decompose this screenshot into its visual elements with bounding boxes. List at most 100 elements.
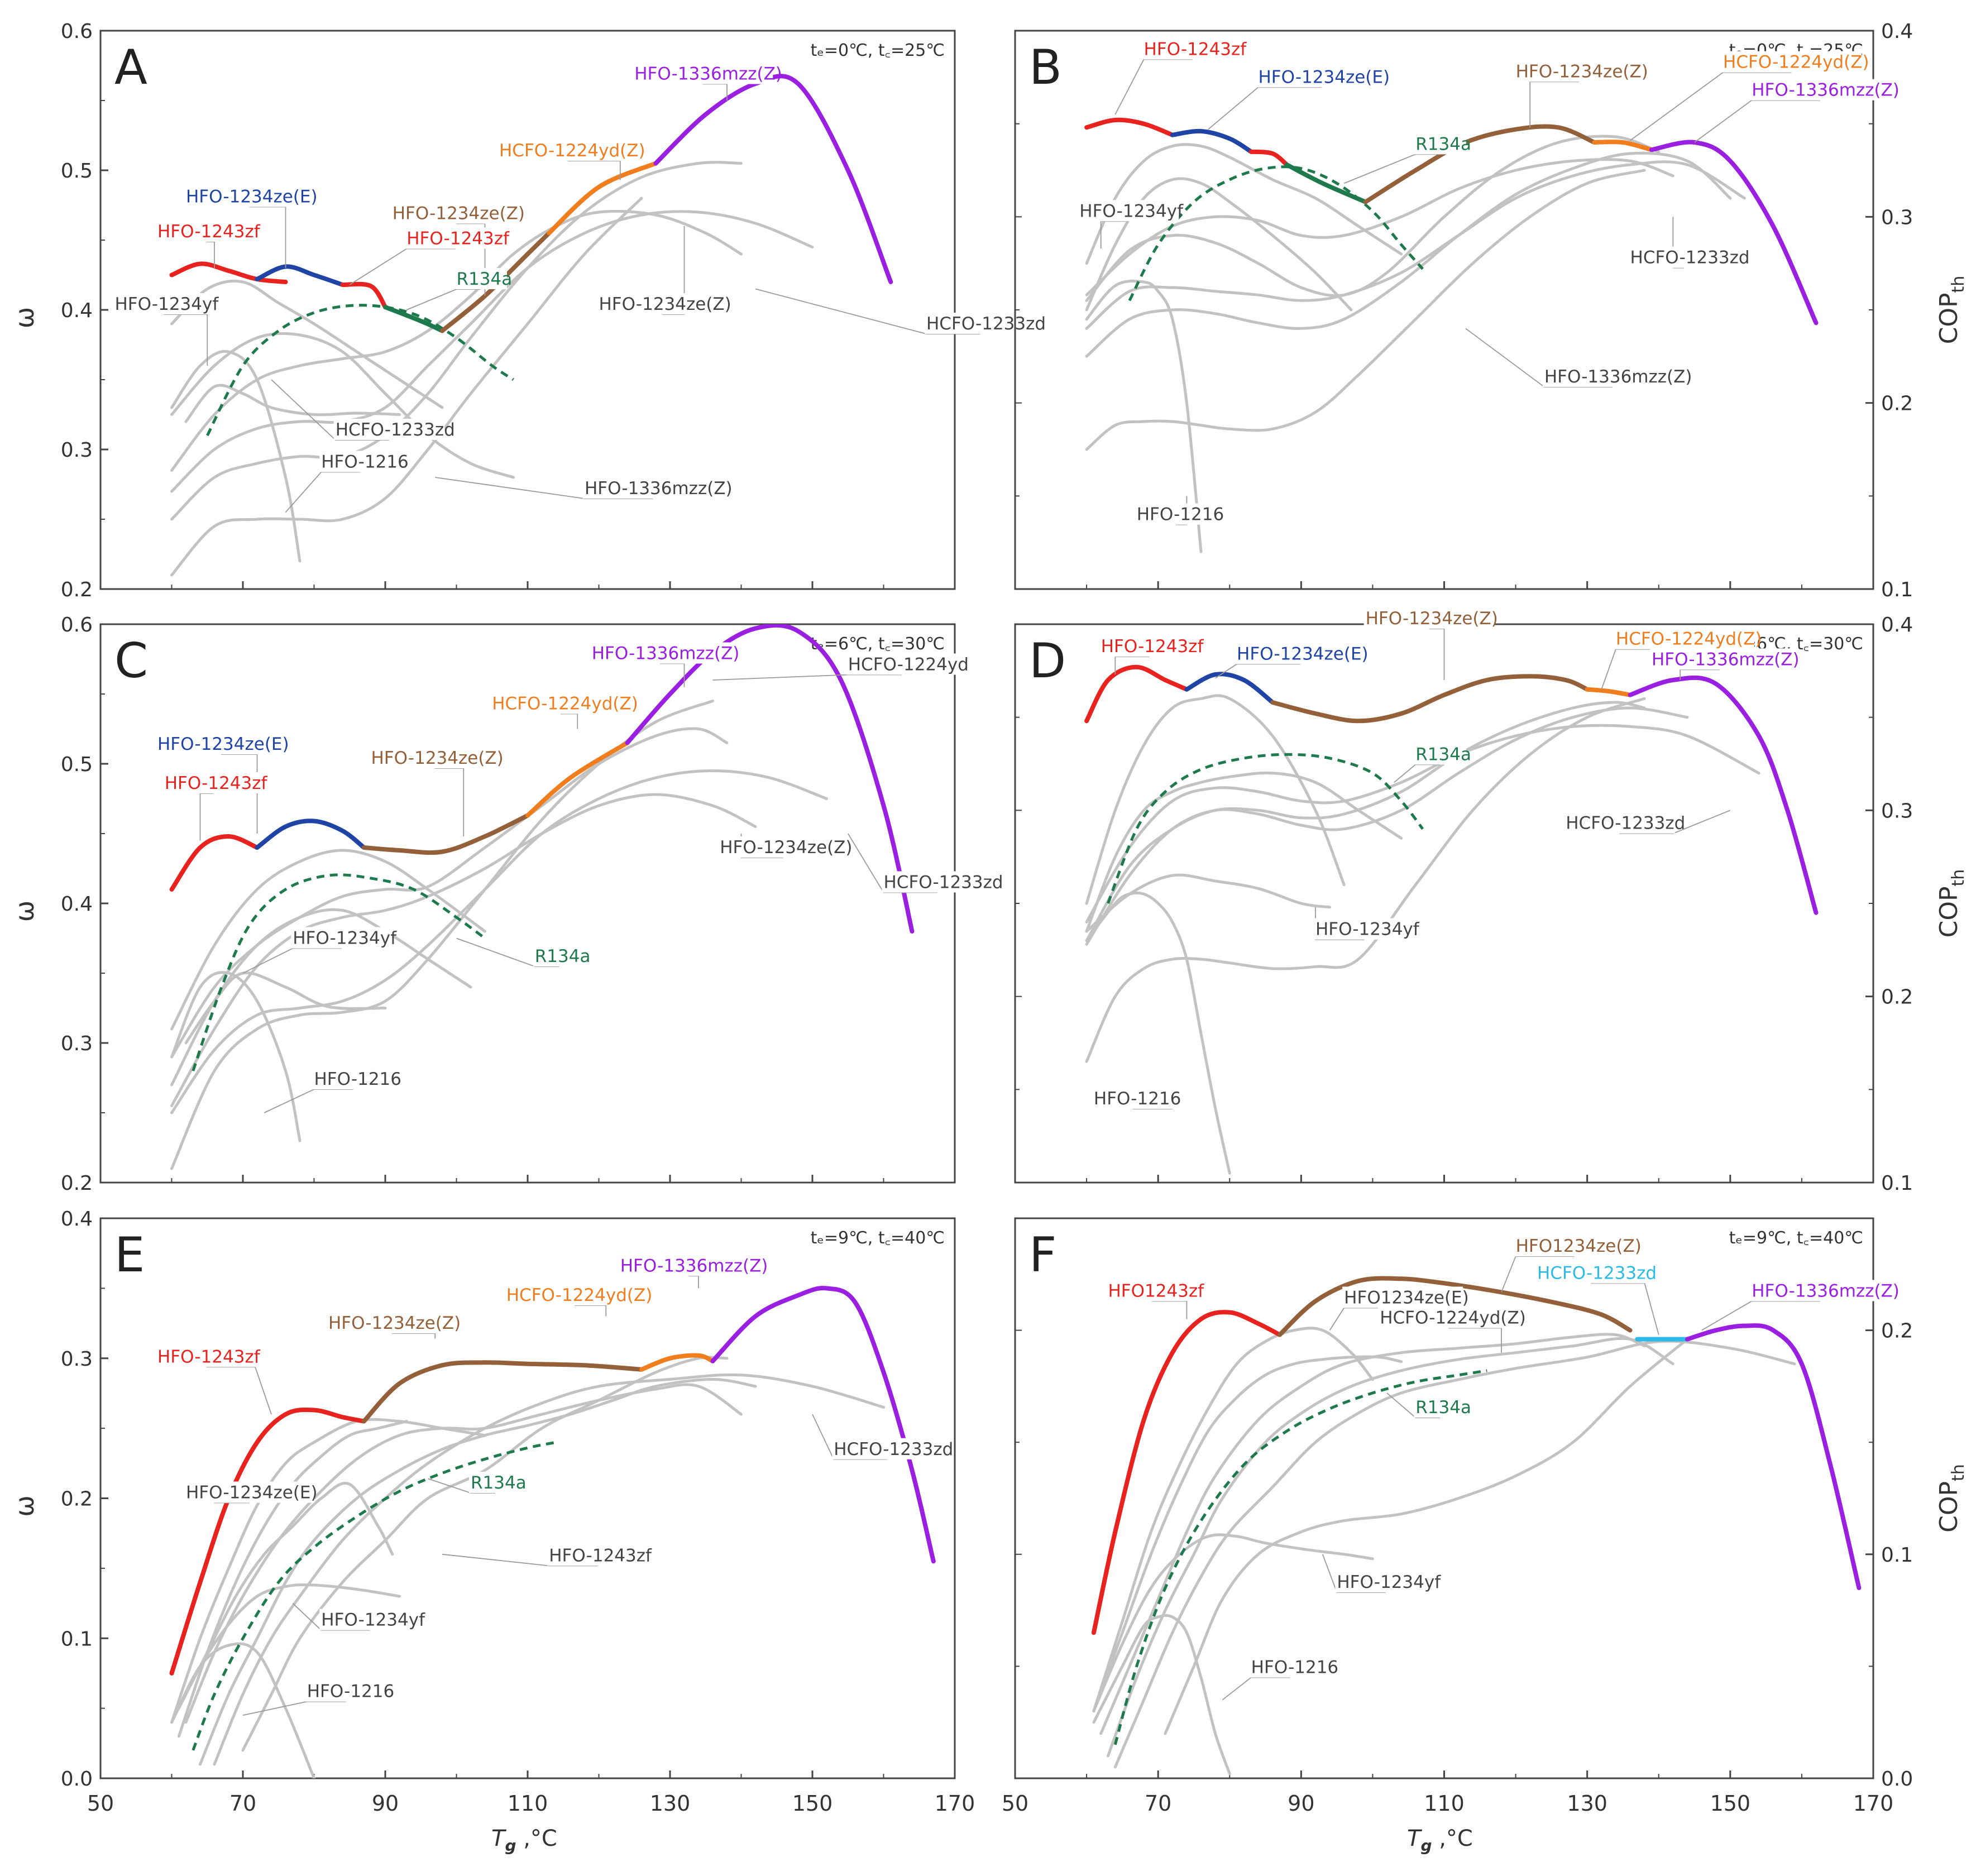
label-bg [113,293,214,314]
curve-label: HFO-1243zf [157,1347,261,1367]
curve-label: HCFO-1224yd(Z) [506,1285,653,1305]
series-line [1085,279,1203,553]
series-line [170,161,743,521]
envelope-segment [361,813,530,855]
y-axis-title: COPth [1935,1464,1968,1533]
conditions-label: tₑ=9℃, t꜀=40℃ [811,1228,945,1248]
label-bg [1542,366,1683,387]
curve-label: HCFO-1224yd(Z) [499,141,645,161]
x-tick-label: 150 [792,1791,833,1816]
curve-label: HFO1243zf [1108,1281,1205,1301]
curve-label: HFO-1216 [307,1682,394,1702]
label-bg [156,221,257,242]
label-bg [327,1312,457,1334]
curve-label: HFO-1336mzz(Z) [620,1256,768,1276]
envelope-segment [340,281,387,309]
curve-label: HFO-1336mzz(Z) [1752,80,1900,100]
y-tick-label: 0.1 [61,1628,93,1650]
label-bg [156,733,286,754]
x-tick-label: 70 [229,1791,256,1816]
conditions-label: tₑ=9℃, t꜀=40℃ [1729,1228,1863,1248]
series-line [170,350,302,563]
curve-label: HFO-1243zf [165,773,268,793]
y-tick-label: 0.0 [1881,1768,1913,1791]
series-line [1113,1339,1796,1769]
curve-label: HFO-1234ze(Z) [720,838,852,858]
x-tick-label: 150 [1710,1791,1751,1816]
curve-label: HFO-1336mzz(Z) [1752,1281,1900,1301]
curve-label: HFO-1243zf [1101,636,1204,657]
envelope-segment [1170,128,1253,154]
series-line [1092,1355,1403,1713]
label-bg [1564,812,1675,834]
leader-line [1429,628,1445,680]
series-line [170,279,444,409]
r134a-dashed-line [192,873,486,1071]
conditions-label: tₑ=6℃, t꜀=30℃ [811,634,945,654]
y-axis-title-main: COP [1935,886,1963,937]
envelope-segment [1270,674,1590,724]
envelope-segment [653,74,893,284]
envelope-segment [169,261,288,284]
label-bg [1092,1088,1174,1109]
curve-label: HFO-1216 [1094,1089,1181,1109]
label-bg [319,451,401,472]
curve-label: HCFO-1233zd [1537,1263,1657,1283]
curve-label: HCFO-1233zd [926,314,1046,334]
y-tick-label: 0.1 [1881,1172,1913,1195]
curve-label: HCFO-1224yd(Z) [1616,629,1762,649]
label-bg [1378,1306,1519,1328]
plot-area [169,624,915,1170]
envelope-segment [1091,1310,1282,1635]
x-tick-label: 110 [508,1791,548,1816]
y-tick-label: 0.2 [1881,393,1913,415]
x-tick-label: 130 [1567,1791,1607,1816]
r134a-dashed-line [1113,1369,1487,1745]
label-bg [832,1438,943,1459]
label-bg [925,313,1036,334]
leader-line [264,1089,353,1113]
curve-label: HFO1234ze(E) [1344,1288,1469,1308]
label-bg [597,293,728,314]
series-line [199,1377,757,1766]
plot-area [1084,117,1819,553]
curve-label: HFO-1234ze(E) [157,734,289,754]
panel-letter: A [114,40,147,95]
label-bg [504,1284,645,1305]
r134a-dashed-line [206,304,514,437]
series-line [170,1418,486,1724]
envelope-segment [1284,162,1368,204]
label-bg [1414,1396,1466,1418]
label-bg [1628,246,1740,268]
y-axis-title-main: COP [1935,293,1963,344]
leader-line [712,674,902,681]
series-line [170,700,714,1170]
y-tick-label: 0.6 [61,20,93,43]
label-bg [1256,66,1387,88]
leader-line [349,248,456,285]
curve-label: R134a [1415,134,1471,154]
label-bg [390,202,521,224]
y-tick-label: 0.4 [1881,20,1913,43]
x-tick-label: 90 [372,1791,399,1816]
curve-label: HFO-1216 [1251,1657,1338,1677]
y-tick-label: 0.6 [61,614,93,636]
y-tick-label: 0.5 [61,753,93,776]
series-line [170,209,743,472]
curve-label: HFO-1234ze(Z) [328,1313,461,1333]
series-line [1164,1338,1689,1735]
envelope-segment [361,1360,644,1424]
envelope-segment [710,1285,936,1564]
label-bg [882,871,993,893]
label-bg [846,653,958,675]
leader-line [575,1305,607,1317]
curve-label: HFO-1243zf [406,229,510,249]
y-tick-label: 0.2 [61,1488,93,1511]
series-line [241,1356,729,1752]
series-line [170,849,486,1031]
curve-label: R134a [1415,744,1471,764]
series-line [1085,694,1346,905]
label-bg [1099,635,1200,657]
